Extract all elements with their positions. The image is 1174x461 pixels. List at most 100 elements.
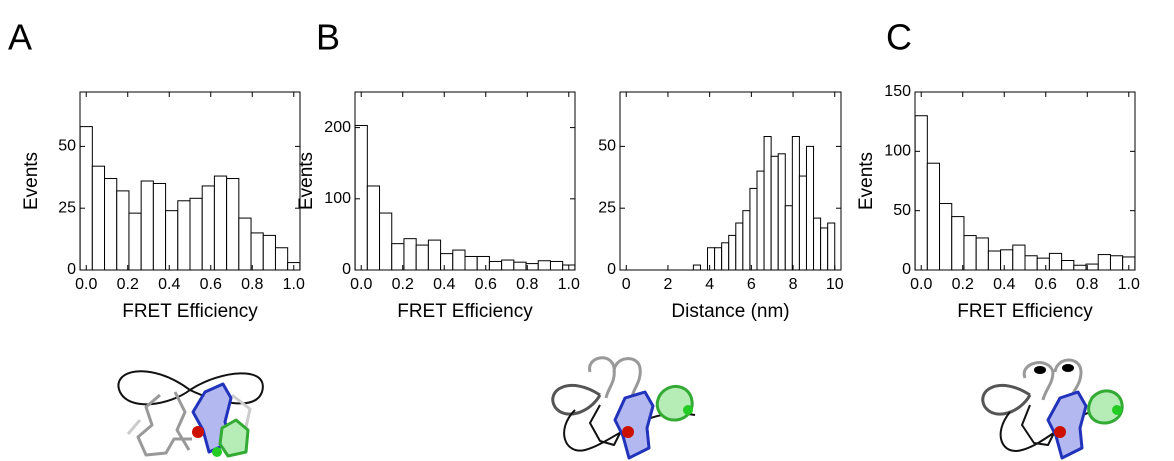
bar [742,210,751,271]
bar [1073,264,1087,271]
bar [728,234,737,271]
bar [452,249,466,271]
bar [366,185,381,271]
y-tick-label: 50 [598,138,616,155]
bar [813,217,822,271]
bar [250,232,264,271]
x-axis-title: FRET Efficiency [957,301,1093,322]
bar [488,260,503,271]
x-tick-label: 0 [622,276,631,293]
illustration [117,370,264,458]
x-tick-label: 0.8 [516,276,538,293]
bar [379,212,393,271]
y-axis-title: Events [21,152,42,210]
x-tick-label: 6 [747,276,756,293]
x-tick-label: 0.6 [200,276,222,293]
illustration [551,356,696,460]
bar [226,178,240,271]
x-tick-label: 1.0 [283,276,305,293]
bar [987,250,1002,271]
y-tick-label: 200 [324,119,351,136]
y-tick-label: 0 [607,261,616,278]
bar [262,234,276,271]
x-tick-label: 0.2 [952,276,974,293]
x-axis-title: Distance (nm) [671,301,789,322]
bar [274,247,289,271]
y-tick-label: 50 [893,202,911,219]
panel-label: B [316,17,340,58]
bar [513,261,527,271]
x-tick-label: 0.6 [1035,276,1057,293]
bar [791,136,800,271]
bar [1048,252,1063,271]
y-tick-label: 100 [884,143,911,160]
bar [777,153,786,271]
bar [427,239,442,271]
bar [975,237,989,271]
bar [721,242,730,271]
bar [827,222,836,271]
bar [525,263,539,271]
plot-frame [619,91,842,271]
bar [749,187,758,271]
y-axis-title: Events [296,152,317,210]
plot-frame [79,91,301,271]
bar [116,190,130,271]
bar [391,243,405,271]
bar [1061,260,1075,271]
x-tick-label: 0.2 [117,276,139,293]
bar [549,260,564,271]
x-tick-label: 2 [663,276,672,293]
bar [415,244,429,271]
x-tick-label: 8 [789,276,798,293]
bar [238,217,252,271]
bar [213,175,228,271]
y-tick-label: 25 [58,199,76,216]
bar [128,212,142,271]
bar [1085,263,1099,271]
bar [165,210,179,271]
x-tick-label: 0.0 [910,276,932,293]
bar [201,185,215,271]
bar [798,175,807,271]
panel-label: A [8,17,32,58]
bar [1097,254,1111,271]
plot-frame [914,91,1136,271]
plot-frame [354,91,576,271]
y-tick-label: 50 [58,138,76,155]
bar [79,126,93,271]
bar [440,253,454,271]
bar [104,178,118,271]
x-tick-label: 0.8 [1076,276,1098,293]
bar [177,200,191,271]
bar [963,235,977,271]
y-tick-label: 0 [342,261,351,278]
bar [756,170,765,271]
y-tick-label: 100 [324,190,351,207]
bar [1036,257,1050,271]
bar [820,227,829,271]
x-tick-label: 0.4 [158,276,180,293]
x-tick-label: 1.0 [558,276,580,293]
x-tick-label: 1.0 [1118,276,1140,293]
bar [354,124,368,271]
bar [714,247,723,271]
x-tick-label: 0.6 [475,276,497,293]
y-axis-title: Events [856,152,877,210]
bar [464,255,478,271]
bar [189,197,203,271]
bar [1109,255,1124,271]
x-tick-label: 10 [826,276,844,293]
y-tick-label: 25 [598,199,616,216]
bar [914,115,928,271]
bar [476,255,490,271]
bar [692,264,701,271]
x-tick-label: 0.0 [75,276,97,293]
x-tick-label: 0.2 [392,276,414,293]
bar [707,247,716,271]
bar [1012,244,1026,271]
x-tick-label: 4 [705,276,714,293]
bar [1024,255,1038,271]
y-tick-label: 0 [902,261,911,278]
